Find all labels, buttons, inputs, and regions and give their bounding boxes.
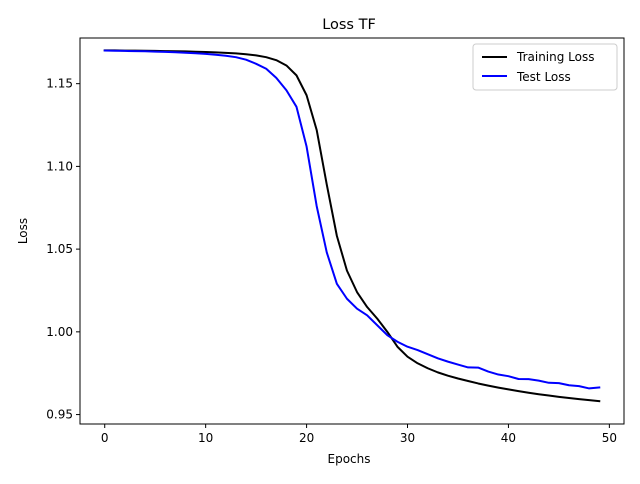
plot-frame bbox=[79, 37, 625, 425]
y-tick-label: 1.15 bbox=[46, 77, 73, 91]
y-tick-label: 1.00 bbox=[46, 325, 73, 339]
x-axis-label: Epochs bbox=[328, 452, 371, 466]
series-line-training-loss bbox=[103, 49, 601, 403]
series-layer bbox=[103, 49, 601, 403]
y-tick-label: 0.95 bbox=[46, 408, 73, 422]
x-tick-label: 30 bbox=[400, 431, 415, 445]
legend-label-training-loss: Training Loss bbox=[516, 50, 594, 64]
x-tick-label: 40 bbox=[501, 431, 516, 445]
x-axis-ticks: 0 10 20 30 40 50 bbox=[101, 424, 617, 445]
y-tick-label: 1.10 bbox=[46, 159, 73, 173]
y-axis-ticks: 0.95 1.00 1.05 1.10 1.15 bbox=[46, 77, 80, 422]
chart-title: Loss TF bbox=[322, 17, 376, 33]
series-line-test-loss bbox=[103, 49, 601, 390]
legend-box bbox=[472, 43, 618, 91]
x-tick-label: 0 bbox=[101, 431, 109, 445]
y-axis-label: Loss bbox=[16, 218, 30, 244]
legend-label-test-loss: Test Loss bbox=[516, 70, 571, 84]
x-tick-label: 20 bbox=[299, 431, 314, 445]
legend: Training Loss Test Loss bbox=[472, 43, 618, 91]
x-tick-label: 10 bbox=[198, 431, 213, 445]
y-tick-label: 1.05 bbox=[46, 242, 73, 256]
x-tick-label: 50 bbox=[602, 431, 617, 445]
